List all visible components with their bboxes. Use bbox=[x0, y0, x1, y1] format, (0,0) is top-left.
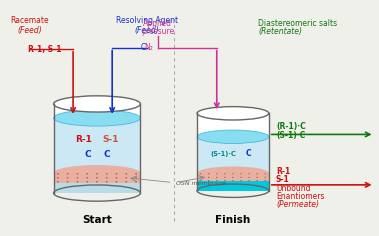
Circle shape bbox=[106, 177, 108, 178]
Circle shape bbox=[57, 177, 59, 178]
Circle shape bbox=[200, 180, 201, 181]
Circle shape bbox=[216, 173, 218, 174]
Text: (R-1)·C: (R-1)·C bbox=[276, 122, 306, 131]
Ellipse shape bbox=[53, 174, 140, 191]
Circle shape bbox=[208, 177, 210, 178]
Circle shape bbox=[232, 180, 234, 181]
Circle shape bbox=[96, 173, 98, 174]
Circle shape bbox=[248, 173, 250, 174]
Ellipse shape bbox=[53, 96, 140, 112]
Circle shape bbox=[240, 173, 242, 174]
Circle shape bbox=[224, 173, 226, 174]
Circle shape bbox=[248, 180, 250, 181]
Circle shape bbox=[232, 173, 234, 174]
Circle shape bbox=[57, 181, 59, 182]
Circle shape bbox=[57, 173, 59, 174]
Circle shape bbox=[77, 173, 78, 174]
Text: (Feed): (Feed) bbox=[17, 26, 42, 35]
Text: C: C bbox=[245, 149, 251, 158]
Circle shape bbox=[116, 177, 117, 178]
Text: C: C bbox=[103, 151, 110, 160]
Text: C: C bbox=[140, 43, 146, 52]
Text: S-1: S-1 bbox=[276, 175, 290, 184]
Polygon shape bbox=[197, 173, 269, 181]
Polygon shape bbox=[197, 113, 269, 137]
Circle shape bbox=[86, 181, 88, 182]
Text: (S-1)·C: (S-1)·C bbox=[276, 131, 305, 140]
Circle shape bbox=[265, 180, 266, 181]
Text: Finish: Finish bbox=[215, 215, 251, 225]
Circle shape bbox=[200, 177, 201, 178]
Text: Unbound: Unbound bbox=[276, 184, 310, 193]
Circle shape bbox=[67, 177, 69, 178]
Circle shape bbox=[77, 181, 78, 182]
Polygon shape bbox=[53, 118, 140, 173]
Ellipse shape bbox=[53, 165, 140, 181]
Text: Enantiomers: Enantiomers bbox=[276, 192, 324, 201]
Text: R-1: R-1 bbox=[276, 168, 290, 177]
Circle shape bbox=[86, 173, 88, 174]
Circle shape bbox=[106, 173, 108, 174]
Ellipse shape bbox=[197, 175, 269, 188]
Text: (S-1)·C: (S-1)·C bbox=[210, 151, 236, 157]
Text: R-1, S-1: R-1, S-1 bbox=[28, 46, 61, 55]
Circle shape bbox=[125, 173, 127, 174]
Circle shape bbox=[208, 173, 210, 174]
Polygon shape bbox=[53, 104, 140, 193]
Circle shape bbox=[116, 173, 117, 174]
Circle shape bbox=[125, 181, 127, 182]
Circle shape bbox=[67, 181, 69, 182]
Ellipse shape bbox=[197, 107, 269, 120]
Text: Diastereomeric salts: Diastereomeric salts bbox=[258, 19, 337, 28]
Circle shape bbox=[224, 180, 226, 181]
Text: N₂: N₂ bbox=[144, 43, 153, 52]
Ellipse shape bbox=[197, 166, 269, 180]
Circle shape bbox=[216, 180, 218, 181]
Circle shape bbox=[77, 177, 78, 178]
Circle shape bbox=[256, 173, 258, 174]
Circle shape bbox=[208, 180, 210, 181]
Circle shape bbox=[265, 173, 266, 174]
Text: C: C bbox=[84, 151, 91, 160]
Circle shape bbox=[256, 177, 258, 178]
Circle shape bbox=[232, 177, 234, 178]
Circle shape bbox=[256, 180, 258, 181]
Ellipse shape bbox=[197, 130, 269, 143]
Text: (Feed): (Feed) bbox=[135, 26, 159, 35]
Circle shape bbox=[106, 181, 108, 182]
Circle shape bbox=[248, 177, 250, 178]
Polygon shape bbox=[53, 182, 140, 193]
Circle shape bbox=[96, 177, 98, 178]
Text: Racemate: Racemate bbox=[10, 16, 49, 25]
Circle shape bbox=[116, 181, 117, 182]
Circle shape bbox=[240, 177, 242, 178]
Polygon shape bbox=[53, 104, 140, 118]
Polygon shape bbox=[197, 181, 269, 191]
Text: Applied: Applied bbox=[143, 19, 172, 28]
Text: Start: Start bbox=[82, 215, 112, 225]
Circle shape bbox=[67, 173, 69, 174]
Polygon shape bbox=[197, 137, 269, 173]
Text: (Retentate): (Retentate) bbox=[258, 27, 302, 36]
Circle shape bbox=[200, 173, 201, 174]
Polygon shape bbox=[53, 173, 140, 182]
Text: OSN membrane: OSN membrane bbox=[176, 181, 226, 186]
Text: (Permeate): (Permeate) bbox=[276, 200, 319, 209]
Ellipse shape bbox=[53, 110, 140, 126]
Circle shape bbox=[224, 177, 226, 178]
Circle shape bbox=[125, 177, 127, 178]
Text: S-1: S-1 bbox=[103, 135, 119, 144]
Circle shape bbox=[135, 177, 137, 178]
Circle shape bbox=[135, 173, 137, 174]
Circle shape bbox=[240, 180, 242, 181]
Circle shape bbox=[86, 177, 88, 178]
Circle shape bbox=[216, 177, 218, 178]
Circle shape bbox=[265, 177, 266, 178]
Circle shape bbox=[96, 181, 98, 182]
Text: pressure: pressure bbox=[141, 27, 174, 36]
Text: R-1: R-1 bbox=[75, 135, 91, 144]
Circle shape bbox=[135, 181, 137, 182]
Polygon shape bbox=[197, 113, 269, 191]
Text: Resolving Agent: Resolving Agent bbox=[116, 16, 178, 25]
